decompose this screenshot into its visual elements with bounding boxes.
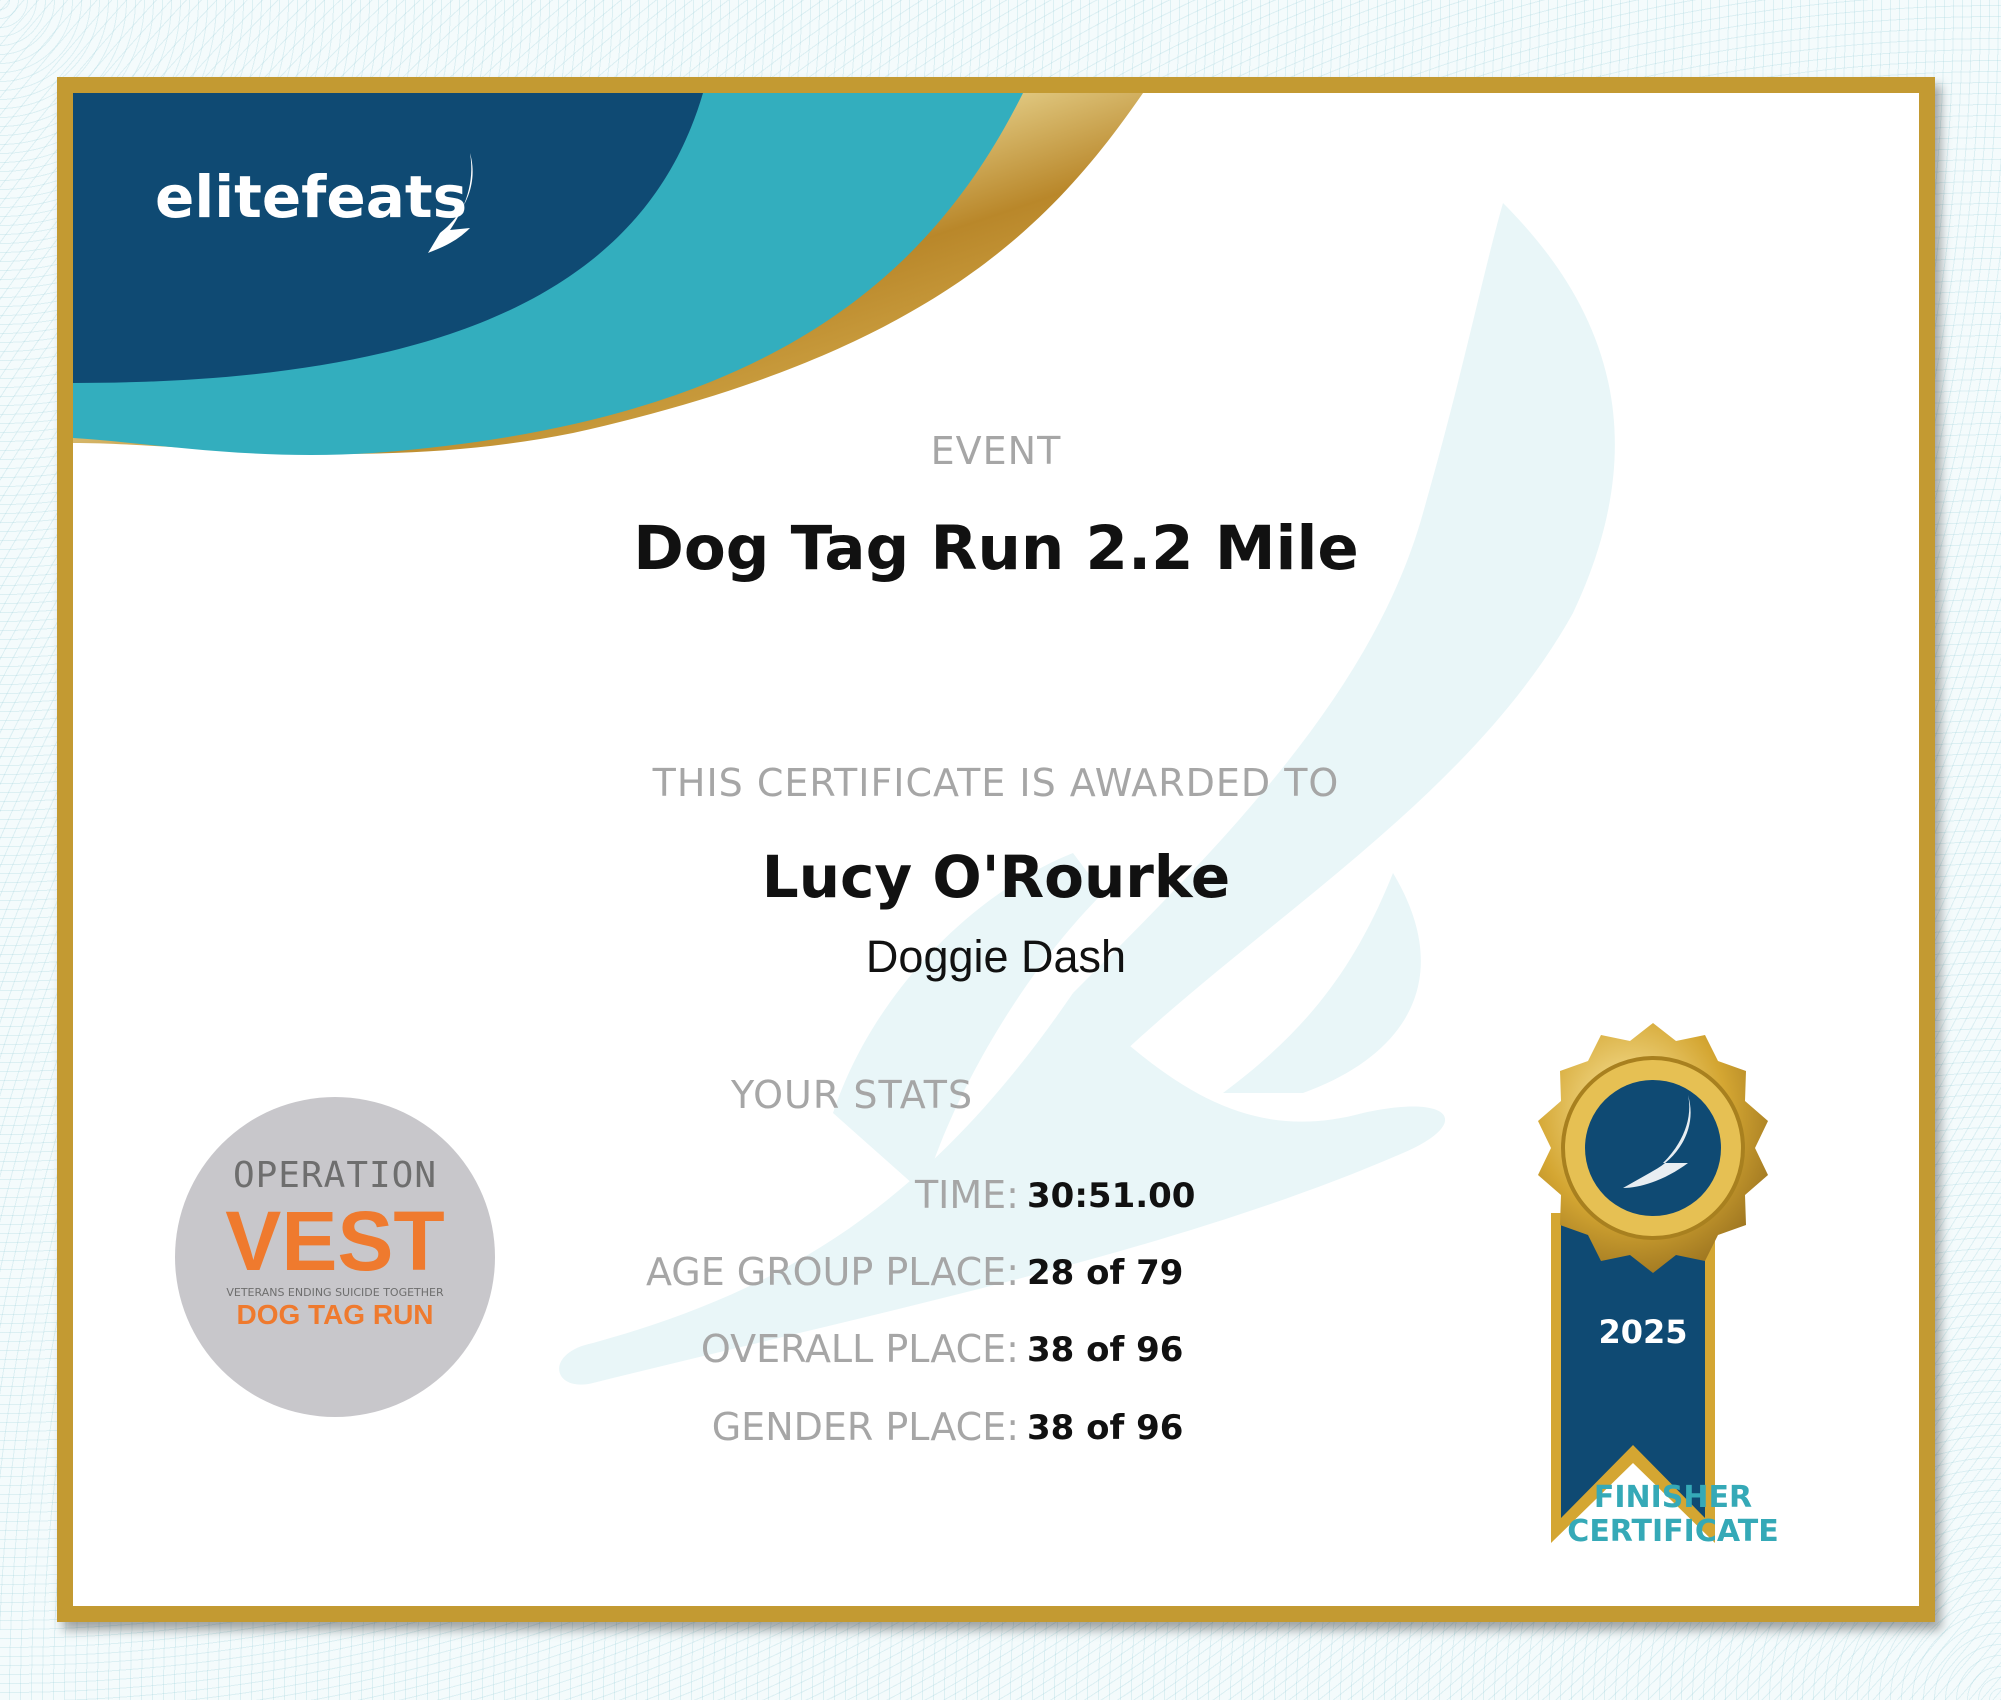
stat-label: GENDER PLACE: [711,1405,1019,1449]
logo-tagline: VETERANS ENDING SUICIDE TOGETHER [226,1286,444,1299]
stat-row-gender: GENDER PLACE: 38 of 96 [73,1405,1184,1455]
stat-label: AGE GROUP PLACE: [645,1250,1019,1294]
logo-line3: DOG TAG RUN [236,1299,434,1330]
header-banner [73,93,1143,456]
recipient-name: Lucy O'Rourke [761,843,1231,911]
certificate: elitefeats EVENT Dog Tag Run 2.2 Mile TH… [57,77,1935,1622]
event-label: EVENT [930,429,1062,473]
operation-vest-logo: OPERATION VEST VETERANS ENDING SUICIDE T… [175,1097,495,1417]
medal-caption-line1: FINISHER [1593,1480,1753,1515]
medal-icon [1538,1023,1768,1543]
stat-label: OVERALL PLACE: [700,1327,1019,1371]
stat-value: 30:51.00 [1027,1176,1196,1216]
stat-label: TIME: [914,1173,1019,1217]
stat-value: 38 of 96 [1027,1408,1184,1448]
stat-value: 38 of 96 [1027,1330,1184,1370]
medal-year: 2025 [1598,1313,1688,1351]
elitefeats-logo: elitefeats [155,153,473,253]
stat-row-time: TIME: 30:51.00 [73,1173,1196,1223]
logo-line2: VEST [225,1194,445,1288]
event-title: Dog Tag Run 2.2 Mile [633,513,1359,584]
stat-row-overall: OVERALL PLACE: 38 of 96 [73,1327,1184,1377]
award-label: THIS CERTIFICATE IS AWARDED TO [652,761,1340,805]
brand-name: elitefeats [155,163,468,231]
medal-caption-line2: CERTIFICATE [1567,1514,1779,1549]
division-name: Doggie Dash [865,931,1127,982]
logo-line1: OPERATION [232,1155,438,1196]
stats-label: YOUR STATS [731,1073,974,1117]
stat-value: 28 of 79 [1027,1253,1184,1293]
stat-row-age-group: AGE GROUP PLACE: 28 of 79 [73,1250,1184,1300]
winged-foot-watermark-icon [559,203,1615,1385]
winged-foot-icon [428,153,473,253]
winged-foot-icon [1623,1095,1691,1188]
